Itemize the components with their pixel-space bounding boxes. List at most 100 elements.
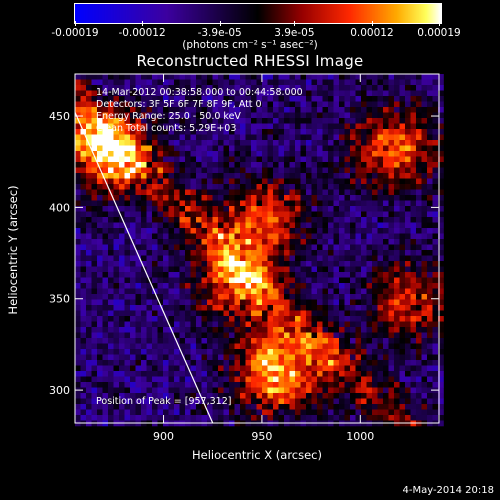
- heatmap-cell: [251, 365, 257, 372]
- heatmap-cell: [328, 376, 334, 383]
- heatmap-cell: [350, 332, 356, 339]
- heatmap-cell: [102, 85, 109, 91]
- heatmap-cell: [278, 299, 285, 306]
- heatmap-cell: [80, 299, 87, 306]
- heatmap-cell: [344, 233, 351, 240]
- heatmap-cell: [394, 123, 400, 130]
- heatmap-cell: [179, 217, 186, 223]
- heatmap-cell: [245, 156, 252, 163]
- heatmap-cell: [350, 294, 356, 300]
- heatmap-cell: [168, 134, 175, 141]
- heatmap-cell: [394, 266, 400, 273]
- heatmap-cell: [196, 299, 202, 306]
- heatmap-cell: [80, 118, 87, 124]
- heatmap-cell: [372, 338, 378, 344]
- heatmap-cell: [410, 398, 417, 405]
- heatmap-cell: [328, 184, 334, 190]
- heatmap-cell: [80, 167, 87, 174]
- heatmap-cell: [328, 250, 334, 256]
- heatmap-cell: [91, 338, 98, 344]
- heatmap-cell: [361, 151, 367, 157]
- heatmap-cell: [113, 134, 120, 141]
- heatmap-cell: [240, 140, 246, 146]
- heatmap-cell: [278, 217, 285, 223]
- heatmap-cell: [328, 382, 334, 388]
- heatmap-cell: [179, 415, 186, 421]
- heatmap-cell: [135, 233, 142, 240]
- x-tick-label: 950: [251, 430, 272, 443]
- heatmap-cell: [306, 354, 312, 361]
- heatmap-cell: [328, 107, 334, 113]
- heatmap-cell: [399, 195, 406, 201]
- heatmap-cell: [91, 74, 98, 80]
- heatmap-cell: [146, 101, 153, 108]
- heatmap-cell: [97, 354, 103, 361]
- heatmap-cell: [284, 184, 290, 190]
- heatmap-cell: [245, 173, 252, 179]
- heatmap-cell: [344, 266, 351, 273]
- heatmap-cell: [372, 299, 378, 306]
- heatmap-cell: [388, 140, 395, 146]
- heatmap-cell: [223, 310, 230, 317]
- heatmap-cell: [97, 371, 103, 377]
- heatmap-cell: [80, 206, 87, 212]
- heatmap-cell: [328, 167, 334, 174]
- heatmap-cell: [410, 173, 417, 179]
- heatmap-cell: [234, 134, 241, 141]
- heatmap-cell: [366, 79, 373, 86]
- heatmap-cell: [163, 404, 169, 410]
- heatmap-cell: [284, 211, 290, 218]
- colorbar-tick-mark: [75, 21, 76, 26]
- heatmap-cell: [344, 382, 351, 388]
- heatmap-cell: [394, 118, 400, 124]
- heatmap-cell: [124, 200, 131, 207]
- heatmap-cell: [289, 211, 296, 218]
- heatmap-cell: [344, 79, 351, 86]
- heatmap-cell: [163, 178, 169, 185]
- heatmap-cell: [240, 217, 246, 223]
- heatmap-cell: [372, 206, 378, 212]
- heatmap-cell: [383, 206, 389, 212]
- heatmap-cell: [179, 387, 186, 394]
- heatmap-cell: [427, 305, 433, 311]
- heatmap-cell: [366, 211, 373, 218]
- heatmap-cell: [234, 118, 241, 124]
- heatmap-cell: [223, 228, 230, 234]
- heatmap-cell: [196, 255, 202, 262]
- heatmap-cell: [383, 404, 389, 410]
- heatmap-cell: [278, 283, 285, 289]
- heatmap-cell: [300, 211, 307, 218]
- heatmap-cell: [201, 195, 208, 201]
- heatmap-cell: [86, 332, 92, 339]
- heatmap-cell: [328, 239, 334, 245]
- colorbar-tick-label: -3.9e-05: [197, 27, 242, 39]
- heatmap-cell: [141, 305, 147, 311]
- heatmap-cell: [262, 162, 268, 168]
- heatmap-cell: [157, 310, 164, 317]
- heatmap-cell: [229, 338, 235, 344]
- heatmap-cell: [119, 338, 125, 344]
- heatmap-cell: [405, 321, 411, 328]
- heatmap-cell: [377, 365, 384, 372]
- heatmap-cell: [207, 316, 213, 322]
- heatmap-cell: [113, 343, 120, 350]
- heatmap-cell: [416, 349, 422, 355]
- heatmap-cell: [333, 277, 340, 284]
- heatmap-cell: [124, 316, 131, 322]
- colorbar-tick-mark: [439, 21, 440, 26]
- heatmap-cell: [405, 156, 411, 163]
- heatmap-cell: [350, 195, 356, 201]
- heatmap-cell: [267, 189, 274, 196]
- heatmap-cell: [300, 107, 307, 113]
- heatmap-cell: [207, 162, 213, 168]
- heatmap-cell: [124, 393, 131, 399]
- heatmap-cell: [80, 173, 87, 179]
- heatmap-cell: [350, 371, 356, 377]
- heatmap-cell: [108, 96, 114, 102]
- heatmap-cell: [152, 134, 158, 141]
- heatmap-cell: [322, 167, 329, 174]
- heatmap-cell: [207, 184, 213, 190]
- heatmap-cell: [256, 261, 263, 267]
- heatmap-cell: [322, 173, 329, 179]
- heatmap-cell: [201, 189, 208, 196]
